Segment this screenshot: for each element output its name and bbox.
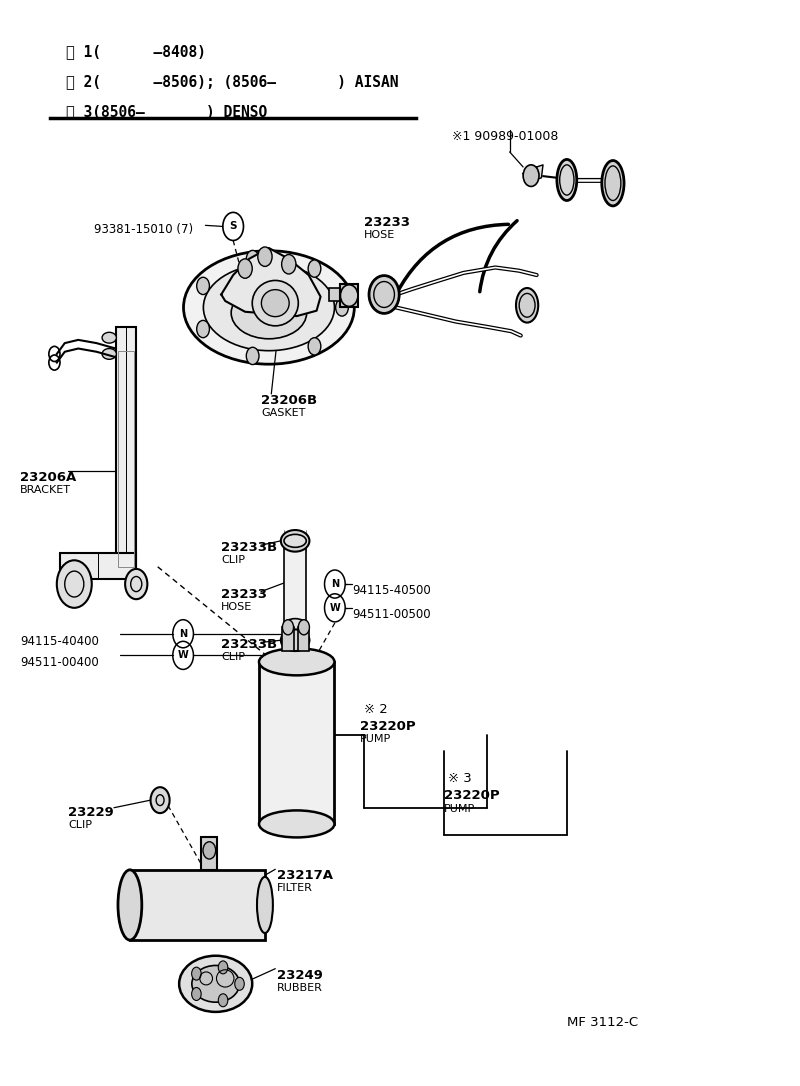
Circle shape [282,254,296,274]
Bar [118,351,134,567]
Circle shape [218,961,228,974]
Text: BRACKET: BRACKET [20,484,71,494]
Text: 23233B: 23233B [222,541,278,554]
Ellipse shape [298,620,310,635]
Circle shape [308,338,321,355]
Circle shape [192,968,201,981]
Text: 23249: 23249 [277,969,322,982]
Text: CLIP: CLIP [222,652,246,662]
Ellipse shape [281,530,310,552]
Bar [284,541,306,626]
Polygon shape [222,248,321,316]
Ellipse shape [262,290,289,317]
Bar [115,327,136,567]
Text: 94511-00500: 94511-00500 [352,608,431,621]
Text: 23220P: 23220P [360,720,416,733]
Ellipse shape [203,264,334,351]
Text: 94115-40500: 94115-40500 [352,584,431,597]
Text: ※ 3(8506–       ) DENSO: ※ 3(8506– ) DENSO [66,104,267,119]
Ellipse shape [282,620,294,635]
Circle shape [192,987,201,1000]
Ellipse shape [183,251,354,364]
Circle shape [308,260,321,277]
Text: CLIP: CLIP [68,820,92,830]
Text: PUMP: PUMP [360,734,391,744]
Polygon shape [535,165,543,180]
Circle shape [197,277,210,294]
Circle shape [197,320,210,338]
Bar [259,661,334,824]
Text: 23217A: 23217A [277,869,333,882]
Ellipse shape [259,810,334,837]
Circle shape [203,842,216,859]
Ellipse shape [259,648,334,675]
Text: HOSE: HOSE [222,603,253,613]
Ellipse shape [602,161,624,206]
Ellipse shape [284,534,306,547]
Ellipse shape [281,630,310,651]
Text: 94511-00400: 94511-00400 [20,656,99,669]
Ellipse shape [557,160,577,201]
Text: 23220P: 23220P [444,790,499,803]
Text: 23206B: 23206B [261,394,317,407]
Ellipse shape [284,619,306,632]
Circle shape [125,569,147,599]
Text: 23233: 23233 [364,216,410,229]
Bar [298,628,310,651]
Bar [202,837,218,870]
Text: ※ 1(      –8408): ※ 1( –8408) [66,43,206,59]
Ellipse shape [231,287,306,339]
Bar [329,288,341,301]
Text: CLIP: CLIP [222,555,246,565]
Text: PUMP: PUMP [444,805,475,814]
Text: N: N [330,579,339,589]
Text: ※ 3: ※ 3 [448,772,471,785]
Text: 93381-15010 (7): 93381-15010 (7) [94,224,194,236]
Circle shape [246,348,259,365]
Text: ※ 2(      –8506); (8506–       ) AISAN: ※ 2( –8506); (8506– ) AISAN [66,74,399,89]
Text: S: S [230,222,237,231]
Bar [282,628,294,651]
Polygon shape [523,167,531,182]
Circle shape [523,165,539,187]
Circle shape [57,560,92,608]
Bar [60,553,136,579]
Text: MF 3112-C: MF 3112-C [567,1016,638,1030]
Bar [341,283,358,307]
Text: W: W [330,603,340,613]
Ellipse shape [369,276,399,314]
Ellipse shape [257,876,273,933]
Ellipse shape [192,965,239,1002]
Ellipse shape [341,285,358,306]
Circle shape [336,299,348,316]
Ellipse shape [179,956,252,1012]
Circle shape [238,258,252,278]
Circle shape [234,977,244,990]
Circle shape [246,251,259,267]
Ellipse shape [516,288,538,323]
Bar [130,870,265,940]
Ellipse shape [252,280,298,326]
Circle shape [258,247,272,266]
Text: HOSE: HOSE [364,229,395,240]
Text: RUBBER: RUBBER [277,983,322,993]
Text: FILTER: FILTER [277,883,313,894]
Ellipse shape [102,349,116,359]
Circle shape [218,994,228,1007]
Ellipse shape [102,332,116,343]
Text: 23206A: 23206A [20,470,77,483]
Text: N: N [179,629,187,639]
Ellipse shape [118,870,142,940]
Text: GASKET: GASKET [261,408,306,418]
Text: 94115-40400: 94115-40400 [20,635,99,648]
Text: ※1 90989-01008: ※1 90989-01008 [452,130,558,143]
Text: W: W [178,651,189,660]
Text: 23233: 23233 [222,589,267,602]
Circle shape [150,787,170,813]
Text: 23233B: 23233B [222,639,278,652]
Text: ※ 2: ※ 2 [364,703,388,716]
Text: 23229: 23229 [68,806,114,819]
